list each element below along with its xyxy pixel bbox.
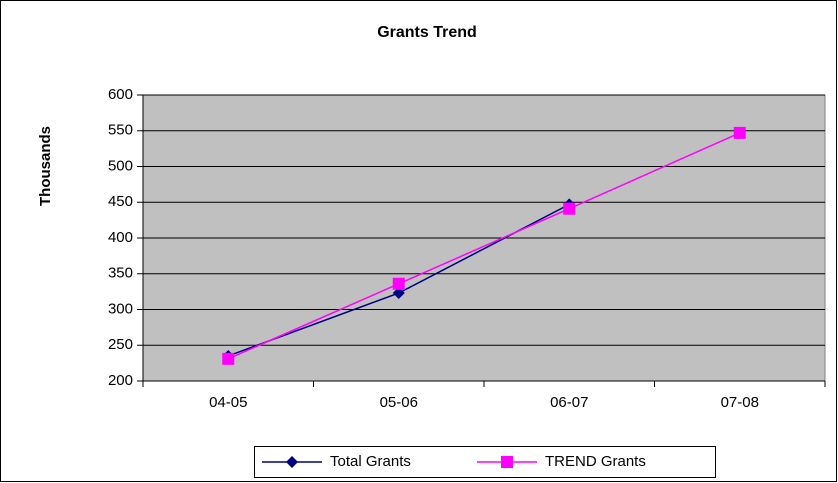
y-tick-label: 500	[108, 157, 133, 174]
x-tick-label: 05-06	[380, 394, 418, 411]
y-tick-label: 400	[108, 229, 133, 246]
legend-label: TREND Grants	[545, 453, 646, 470]
y-tick-label: 350	[108, 265, 133, 282]
y-tick-label: 250	[108, 336, 133, 353]
legend-marker	[501, 456, 513, 468]
y-tick-label: 450	[108, 193, 133, 210]
y-tick-label: 600	[108, 86, 133, 103]
x-tick-label: 06-07	[550, 394, 588, 411]
y-tick-label: 550	[108, 122, 133, 139]
y-tick-label: 200	[108, 372, 133, 389]
marker	[563, 202, 576, 215]
series-line	[227, 132, 741, 360]
marker	[733, 126, 746, 139]
legend-label: Total Grants	[330, 453, 411, 470]
chart-title: Grants Trend	[377, 24, 477, 41]
y-axis-title: Thousands	[37, 126, 54, 206]
marker	[222, 352, 235, 365]
marker	[392, 277, 405, 290]
plot: 200 250 300 350 400 450 500 550 600 04-05 05-06 06-…	[108, 86, 826, 411]
x-tick-label: 07-08	[721, 394, 759, 411]
y-tick-label: 300	[108, 300, 133, 317]
marker	[392, 287, 405, 300]
x-tick-label: 04-05	[209, 394, 247, 411]
legend: Total Grants TREND Grants	[254, 446, 716, 478]
legend-marker	[286, 456, 298, 468]
